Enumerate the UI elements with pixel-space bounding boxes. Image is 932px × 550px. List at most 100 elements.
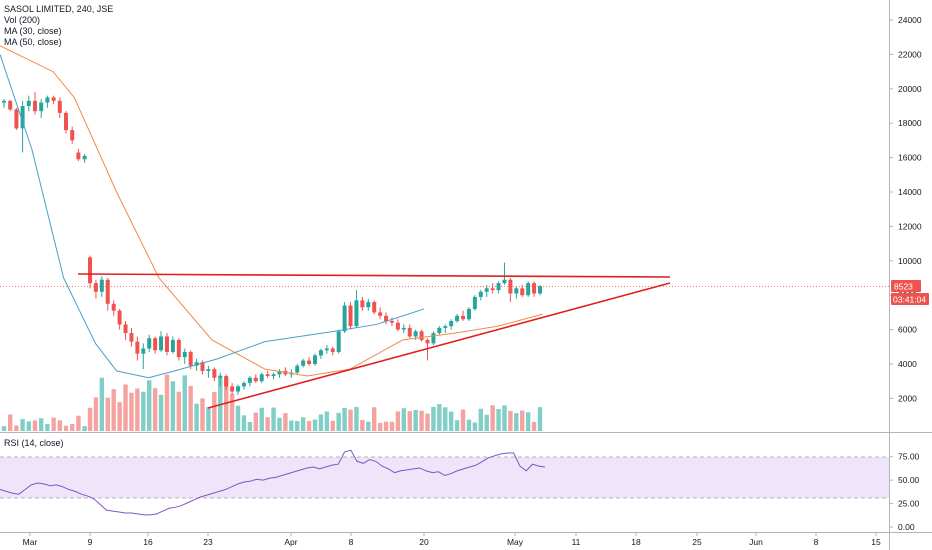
- candle-body: [14, 109, 19, 129]
- volume-bar: [300, 417, 306, 431]
- volume-bar: [218, 375, 223, 431]
- volume-bar: [51, 417, 56, 431]
- candle-body: [247, 377, 252, 383]
- volume-bar: [253, 412, 258, 431]
- candle-body: [466, 308, 471, 320]
- time-tick-label: 25: [692, 537, 702, 547]
- candle-body: [259, 374, 264, 382]
- price-tick-label: 24000: [898, 15, 922, 25]
- candle-body: [366, 302, 371, 308]
- candle-body: [472, 296, 477, 309]
- price-tick-label: 20000: [898, 84, 922, 94]
- candle-body: [395, 322, 400, 330]
- price-tick-label: 12000: [898, 221, 922, 231]
- candle-body: [538, 286, 542, 294]
- time-tick-label: May: [507, 537, 524, 547]
- time-tick-label: 23: [203, 537, 213, 547]
- candle-body: [348, 305, 353, 327]
- candle-body: [490, 288, 495, 291]
- volume-bar: [537, 407, 543, 431]
- price-tick-label: 16000: [898, 153, 922, 163]
- support-trendline[interactable]: [207, 282, 671, 409]
- resistance-trendline[interactable]: [77, 273, 671, 278]
- candle-body: [170, 339, 175, 352]
- volume-bar: [8, 414, 13, 431]
- price-tick-label: 22000: [898, 49, 922, 59]
- volume-bar: [247, 421, 253, 431]
- candle-body: [449, 321, 454, 327]
- volume-bar: [525, 412, 531, 431]
- volume-bar: [26, 421, 31, 431]
- volume-bar: [170, 381, 176, 431]
- volume-bar: [57, 420, 62, 431]
- candle-body: [159, 336, 164, 351]
- volume-bar: [265, 417, 270, 431]
- candle-body: [93, 283, 98, 292]
- candle-body: [324, 348, 329, 351]
- volume-bar: [295, 421, 300, 431]
- candle-body: [419, 331, 424, 340]
- volume-bar: [443, 407, 448, 431]
- rsi-axis-ticks: 75.00 50.00 25.00 0.00: [889, 452, 920, 532]
- time-tick-label: Jun: [749, 537, 763, 547]
- volume-bar: [63, 425, 69, 431]
- candle-body: [378, 312, 383, 316]
- time-tick-label: 16: [143, 537, 153, 547]
- candle-body: [224, 376, 229, 387]
- candle-body: [218, 376, 223, 378]
- candle-body: [520, 288, 525, 296]
- volume-bar: [407, 411, 412, 431]
- volume-legend[interactable]: Vol (200): [4, 15, 41, 25]
- volume-bar: [419, 410, 424, 431]
- chart-title[interactable]: SASOL LIMITED, 240, JSE: [4, 4, 114, 14]
- candle-body: [57, 100, 62, 113]
- volume-bar: [484, 414, 489, 431]
- volume-bar: [194, 403, 199, 431]
- candle-body: [117, 310, 122, 325]
- volume-bar: [111, 389, 116, 431]
- volume-bar: [14, 425, 19, 431]
- candle-body: [401, 327, 406, 330]
- volume-bar: [472, 422, 478, 431]
- volume-bar: [241, 415, 247, 431]
- candle-body: [230, 386, 235, 392]
- volume-bar: [437, 404, 442, 431]
- volume-bar: [277, 417, 282, 431]
- rsi-tick-label: 50.00: [898, 475, 920, 485]
- volume-bar: [354, 406, 359, 431]
- rsi-tick-label: 25.00: [898, 499, 920, 509]
- candle-body: [407, 327, 412, 337]
- ma50-line: [0, 45, 543, 377]
- candle-body: [277, 370, 282, 375]
- volume-bar: [223, 377, 229, 431]
- candle-body: [200, 362, 205, 371]
- volume-bar: [520, 410, 525, 431]
- candle-body: [389, 321, 394, 323]
- volume-bar: [425, 413, 430, 431]
- candle-body: [384, 315, 389, 321]
- candle-body: [532, 283, 537, 294]
- volume-bar: [377, 422, 383, 431]
- candle-body: [526, 283, 531, 296]
- volume-bar: [348, 409, 353, 431]
- ma30-legend[interactable]: MA (30, close): [4, 26, 62, 36]
- time-tick-label: 9: [88, 537, 93, 547]
- rsi-legend[interactable]: RSI (14, close): [4, 438, 64, 448]
- volume-bar: [152, 388, 158, 431]
- volume-bar: [200, 398, 205, 431]
- volume-bar: [76, 415, 81, 431]
- volume-bar: [289, 420, 294, 431]
- volume-bar: [283, 413, 288, 431]
- candle-body: [443, 326, 448, 328]
- price-tick-label: 10000: [898, 256, 922, 266]
- volume-bar: [496, 408, 501, 431]
- ma50-legend[interactable]: MA (50, close): [4, 37, 62, 47]
- volume-bar: [235, 405, 241, 431]
- volume-bar: [1, 426, 7, 431]
- volume-bar: [413, 409, 418, 431]
- candle-body: [484, 288, 489, 292]
- last-price-tag: 8523: [891, 280, 921, 292]
- volume-bar: [188, 385, 193, 431]
- candle-body: [194, 362, 199, 366]
